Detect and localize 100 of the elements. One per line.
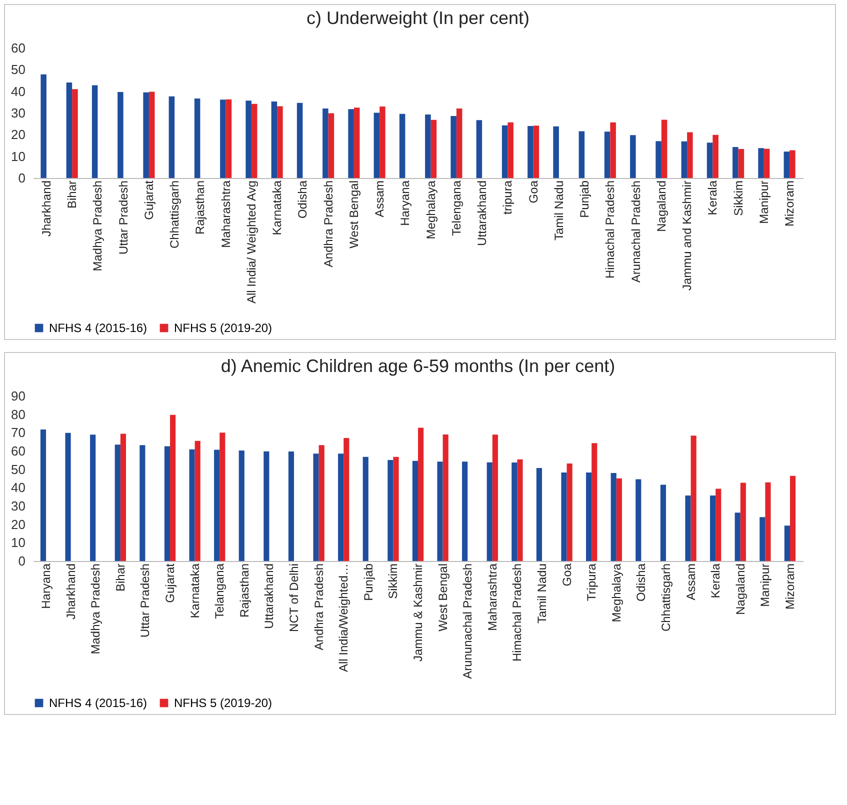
bar xyxy=(238,450,244,561)
x-tick-label: Chhattisgarh xyxy=(168,180,182,249)
bar xyxy=(456,108,462,178)
bar xyxy=(354,108,360,178)
x-tick-label: Rajasthan xyxy=(237,564,252,618)
x-tick-label: Bihar xyxy=(113,564,128,592)
x-tick-label: Kerala xyxy=(708,563,723,598)
legend-label: NFHS 4 (2015-16) xyxy=(49,321,148,335)
legend-label: NFHS 4 (2015-16) xyxy=(49,696,148,710)
x-tick-label: Arununachal Pradesh xyxy=(460,564,475,679)
x-tick-label: Sikkim xyxy=(731,180,746,216)
bar xyxy=(344,438,350,561)
bar xyxy=(251,104,258,178)
x-tick-label: Uttar Pradesh xyxy=(116,180,130,255)
bar xyxy=(194,440,200,561)
bar xyxy=(706,142,713,178)
bar xyxy=(592,443,598,561)
bar xyxy=(220,432,226,561)
bar xyxy=(442,434,448,561)
bar xyxy=(656,141,662,178)
y-tick-label: 90 xyxy=(11,388,26,404)
x-tick-label: Telangana xyxy=(212,563,227,619)
x-tick-label: Punjab xyxy=(361,563,376,601)
x-tick-label: Rajasthan xyxy=(193,180,208,235)
x-tick-label: Tamil Nadu xyxy=(552,180,566,241)
x-tick-label: Gujarat xyxy=(142,180,156,220)
bar xyxy=(92,85,98,178)
bar xyxy=(114,444,120,561)
x-tick-label: Tripura xyxy=(584,563,599,602)
bar xyxy=(271,102,278,178)
bar xyxy=(492,434,498,561)
bar xyxy=(586,472,592,561)
bar xyxy=(533,126,540,178)
bar xyxy=(194,98,200,178)
bar xyxy=(140,445,146,561)
bar xyxy=(313,454,319,561)
bar xyxy=(784,526,790,561)
bar xyxy=(380,106,386,178)
y-tick-label: 0 xyxy=(18,554,26,568)
bar xyxy=(214,450,220,561)
bar xyxy=(561,472,567,561)
bar xyxy=(660,484,666,561)
x-tick-label: Jammu and Kashmir xyxy=(680,180,694,291)
bar xyxy=(758,148,764,178)
y-tick-label: 0 xyxy=(18,170,26,186)
bar xyxy=(418,428,424,561)
x-tick-label: Gujarat xyxy=(163,562,178,603)
bar xyxy=(399,114,406,178)
bar xyxy=(450,116,456,178)
y-tick-label: 50 xyxy=(11,62,26,78)
x-tick-label: Telengana xyxy=(449,180,464,236)
bar xyxy=(40,74,46,178)
y-tick-label: 50 xyxy=(11,462,26,477)
bar xyxy=(738,148,744,178)
bar xyxy=(374,112,380,178)
bar xyxy=(740,482,746,561)
x-tick-label: Haryana xyxy=(398,180,412,226)
bar xyxy=(412,460,418,561)
bar xyxy=(630,135,636,178)
bar xyxy=(40,430,46,561)
x-tick-label: Kerala xyxy=(706,180,720,216)
x-tick-label: Jharkhand xyxy=(39,180,54,237)
x-tick-label: Haryana xyxy=(39,563,54,609)
bar xyxy=(512,462,518,561)
bar xyxy=(328,113,334,178)
y-tick-label: 20 xyxy=(11,127,26,142)
y-tick-label: 60 xyxy=(11,444,26,458)
bar xyxy=(486,462,492,561)
bar xyxy=(118,92,124,178)
x-tick-label: Uttarakhand xyxy=(262,564,276,629)
bar xyxy=(687,132,693,178)
bar xyxy=(148,92,155,178)
x-tick-label: Mizoram xyxy=(782,180,797,227)
bar xyxy=(716,488,722,561)
bar xyxy=(277,106,283,178)
x-tick-label: Uttar Pradesh xyxy=(138,564,152,638)
x-tick-label: Karnataka xyxy=(270,180,284,236)
bar xyxy=(732,147,738,178)
bar xyxy=(734,512,740,561)
bar xyxy=(604,132,610,178)
bar xyxy=(610,473,616,561)
x-tick-label: Goa xyxy=(526,180,540,204)
bar xyxy=(246,100,252,178)
x-tick-label: Meghalaya xyxy=(609,563,624,622)
x-tick-label: Odisha xyxy=(296,180,310,219)
bar xyxy=(690,436,696,561)
bar xyxy=(508,122,514,178)
bar xyxy=(616,478,622,561)
y-tick-label: 10 xyxy=(11,535,26,550)
bar xyxy=(784,152,790,178)
bar xyxy=(393,456,399,561)
bar xyxy=(120,434,126,561)
x-tick-label: Jammu & Kashmir xyxy=(411,564,425,662)
bar xyxy=(764,148,770,178)
bar xyxy=(685,496,691,561)
bar xyxy=(425,114,431,178)
bar xyxy=(65,432,71,561)
x-tick-label: Nagaland xyxy=(654,180,668,232)
bar xyxy=(462,462,468,561)
chart-title: c) Underweight (In per cent) xyxy=(306,8,530,28)
